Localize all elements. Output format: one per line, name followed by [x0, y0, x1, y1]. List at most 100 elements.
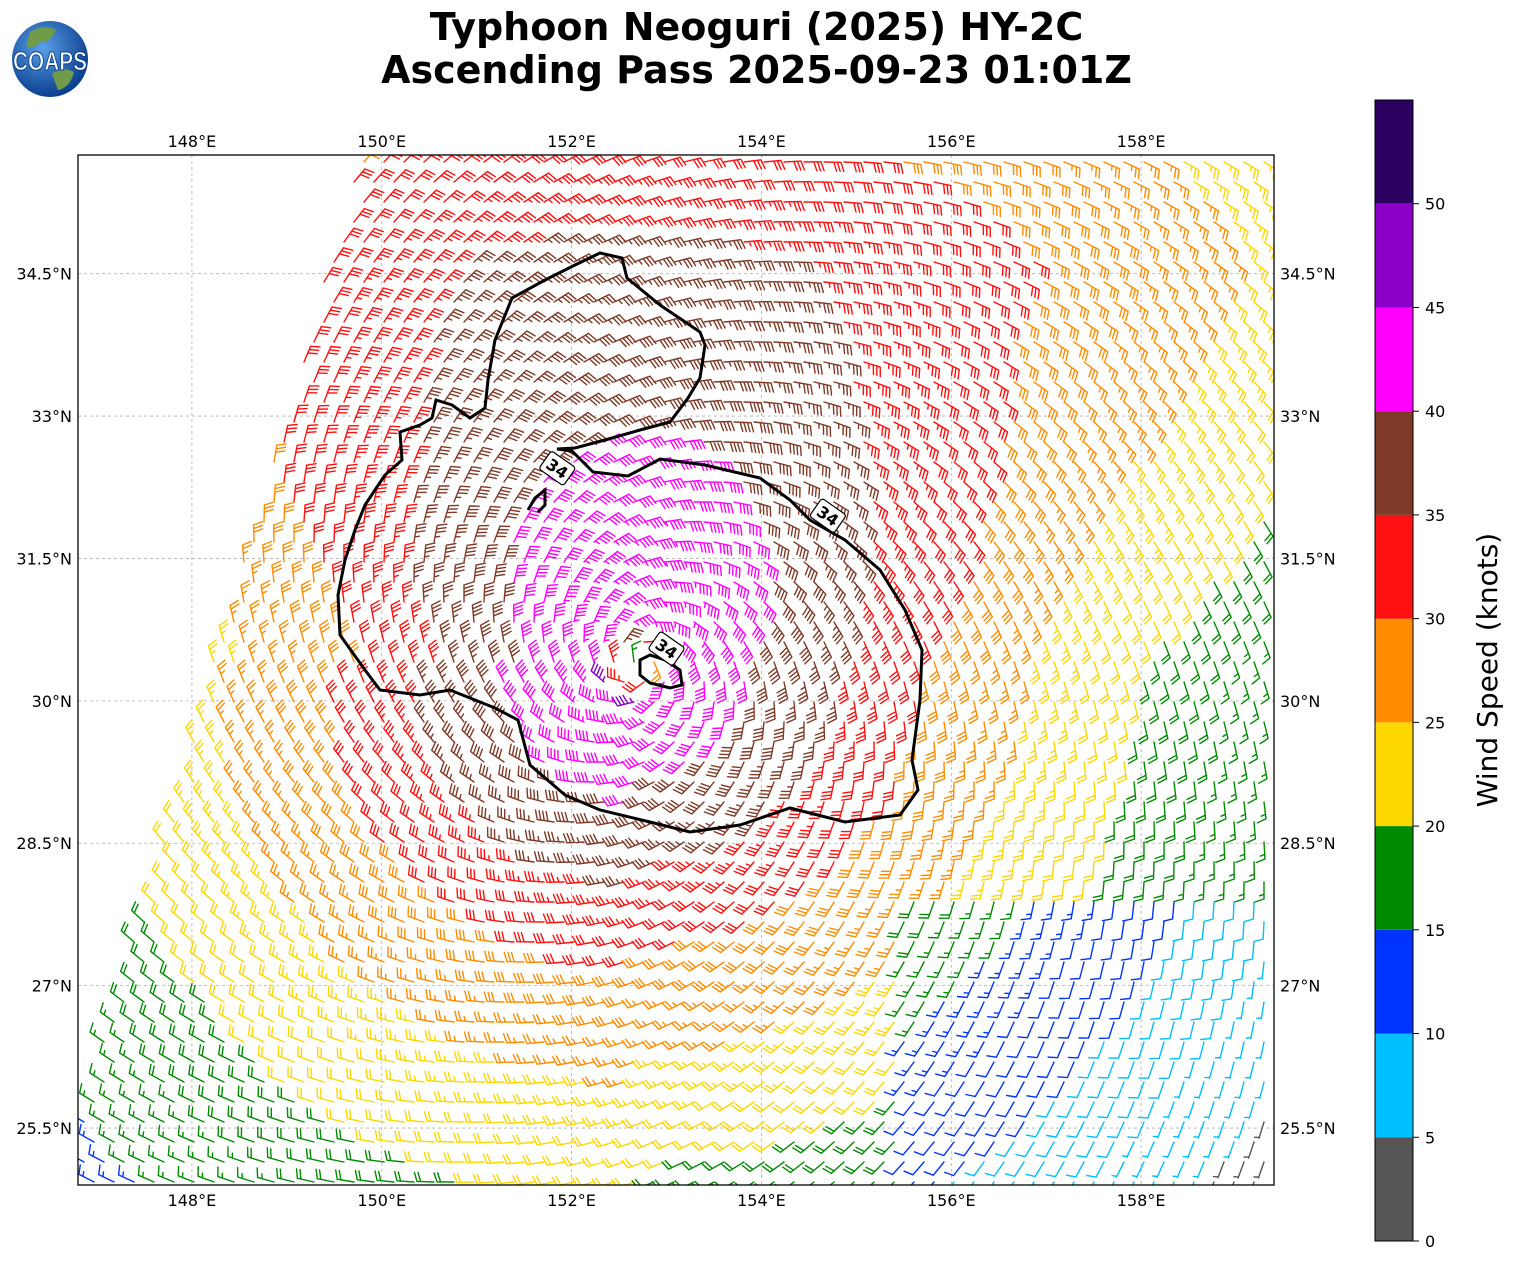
wind-barb	[1033, 501, 1046, 524]
wind-barb	[563, 508, 585, 523]
wind-barb	[1003, 521, 1016, 544]
wind-barb	[723, 239, 746, 250]
wind-barb	[286, 1106, 305, 1123]
wind-barb	[567, 705, 585, 723]
wind-barb	[534, 659, 548, 683]
wind-barb	[120, 961, 135, 983]
wind-barb	[1062, 861, 1075, 882]
wind-barb	[1243, 361, 1257, 384]
wind-barb	[264, 719, 275, 743]
wind-barb	[767, 661, 781, 685]
wind-barb	[422, 720, 435, 743]
wind-barb	[581, 1076, 605, 1087]
wind-barb	[543, 390, 566, 404]
wind-barb	[723, 561, 741, 579]
wind-barb	[1027, 1041, 1045, 1059]
wind-barb	[833, 541, 848, 563]
wind-barb	[1025, 1121, 1045, 1138]
wind-barb	[1155, 801, 1166, 824]
wind-barb	[256, 659, 267, 683]
wind-barb	[508, 743, 525, 763]
wind-barb	[1093, 301, 1110, 321]
wind-barb	[463, 1072, 485, 1083]
wind-barb	[1138, 721, 1149, 745]
wind-barb	[1043, 821, 1055, 843]
wind-barb	[138, 1124, 155, 1143]
wind-barb	[837, 861, 855, 879]
wind-barb	[391, 740, 405, 763]
wind-barb	[118, 1124, 135, 1143]
wind-barb	[468, 783, 485, 803]
wind-barb	[993, 301, 1011, 320]
wind-barb	[1193, 541, 1204, 565]
wind-barb	[152, 820, 165, 843]
wind-barb	[1147, 741, 1158, 764]
wind-barb	[979, 641, 992, 665]
wind-barb	[641, 759, 665, 773]
wind-barb	[673, 257, 697, 269]
wind-barb	[374, 699, 386, 723]
wind-barb	[813, 1021, 835, 1036]
wind-barb	[241, 540, 253, 563]
wind-barb	[1213, 261, 1229, 282]
wind-barb	[403, 307, 424, 323]
wind-barb	[960, 861, 975, 881]
wind-barb	[793, 581, 808, 603]
wind-barb	[377, 966, 395, 983]
wind-barb	[968, 701, 979, 725]
wind-barb	[924, 1081, 945, 1097]
wind-barb	[413, 523, 427, 543]
wind-barb	[823, 481, 840, 500]
wind-barb	[1005, 1081, 1025, 1098]
wind-barb	[1183, 161, 1200, 181]
wind-barb	[1142, 1141, 1155, 1159]
wind-barb	[473, 524, 490, 543]
wind-barb	[986, 741, 997, 764]
wind-barb	[368, 863, 385, 883]
wind-barb	[453, 524, 469, 543]
wind-barb	[880, 821, 895, 841]
wind-barb	[1234, 1081, 1245, 1100]
wind-barb	[1050, 661, 1061, 685]
wind-barb	[1113, 461, 1127, 484]
wind-barb	[1017, 1021, 1035, 1039]
wind-barb	[973, 341, 990, 360]
wind-barb	[1079, 681, 1090, 705]
wind-barb	[224, 719, 235, 743]
wind-barb	[1083, 401, 1098, 423]
wind-barb	[1139, 1021, 1155, 1040]
wind-barb	[278, 619, 289, 643]
wind-barb	[1093, 841, 1105, 863]
wind-barb	[963, 161, 982, 177]
wind-barb	[581, 1157, 605, 1168]
wind-barb	[109, 1022, 125, 1043]
wind-barb	[1133, 421, 1147, 444]
wind-barb	[523, 468, 545, 483]
wind-barb	[1057, 1061, 1075, 1079]
wind-barb	[611, 815, 635, 828]
wind-barb	[128, 1104, 145, 1123]
wind-barb	[803, 521, 820, 541]
wind-barb	[943, 281, 961, 298]
wind-barb	[833, 581, 846, 604]
wind-barb	[571, 1056, 595, 1067]
wind-barb	[863, 561, 877, 584]
wind-barb	[1233, 301, 1248, 323]
wind-barb	[383, 503, 397, 523]
wind-barb	[947, 701, 959, 725]
wind-barb	[903, 1121, 925, 1136]
wind-barb	[1254, 881, 1265, 903]
wind-barb	[693, 177, 717, 189]
wind-barb	[1253, 1161, 1265, 1179]
wind-barb	[873, 461, 890, 481]
wind-barb	[375, 1048, 395, 1063]
contour-label-box	[809, 498, 846, 533]
wind-barb	[701, 1041, 725, 1052]
wind-barb	[873, 541, 887, 563]
wind-barb	[471, 600, 483, 623]
wind-barb	[929, 881, 945, 900]
wind-barb	[983, 161, 1002, 177]
wind-barb	[147, 1144, 165, 1163]
wind-barb	[956, 721, 968, 744]
wind-barb	[393, 169, 415, 183]
